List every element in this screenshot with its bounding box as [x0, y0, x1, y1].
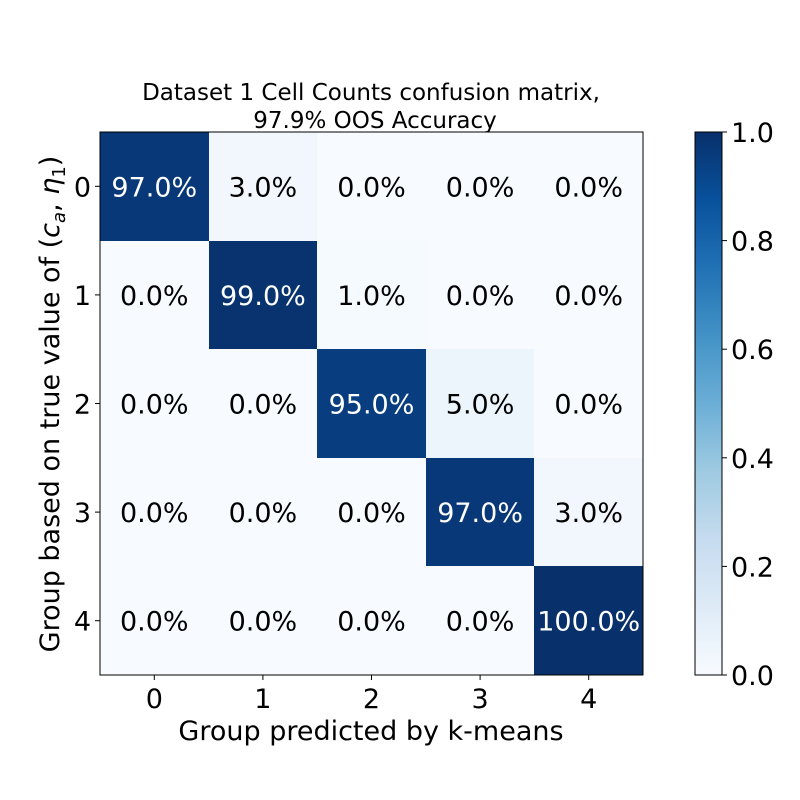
y-axis-label-eta: η [35, 178, 66, 195]
heatmap-cell-r2-c0 [100, 349, 209, 458]
x-axis-ticks: 0 1 2 3 4 [146, 675, 597, 715]
y-axis-label-c: c [35, 223, 66, 238]
colorbar-ticks: 0.0 0.2 0.4 0.6 0.8 1.0 [722, 118, 774, 692]
heatmap-cell-r3-c1 [209, 458, 317, 566]
heatmap-cell-r2-c3 [426, 349, 534, 458]
cell-label-r3-c2: 0.0% [337, 498, 406, 529]
cell-label-r3-c1: 0.0% [229, 498, 298, 529]
chart-title-line2: 97.9% OOS Accuracy [253, 108, 497, 134]
cell-label-r3-c0: 0.0% [120, 498, 189, 529]
heatmap-cell-r1-c2 [317, 241, 426, 349]
cell-label-r4-c1: 0.0% [229, 607, 298, 638]
colorbar-tick-label-1: 0.2 [731, 552, 774, 583]
y-tick-label-2: 2 [74, 390, 91, 421]
cell-label-r2-c1: 0.0% [229, 390, 298, 421]
y-axis-ticks: 0 1 2 3 4 [74, 172, 100, 638]
heatmap-cell-r2-c1 [209, 349, 317, 458]
x-tick-label-2: 2 [363, 684, 380, 715]
cell-label-r3-c3: 97.0% [437, 498, 523, 529]
colorbar-tick-label-2: 0.4 [731, 444, 774, 475]
y-tick-label-0: 0 [74, 172, 91, 203]
heatmap-cell-r2-c4 [534, 349, 643, 458]
y-axis-label-comma: , [35, 195, 66, 212]
cell-label-r2-c4: 0.0% [554, 390, 623, 421]
heatmap-cell-r0-c1 [209, 132, 317, 241]
heatmap-cell-r3-c3 [426, 458, 534, 566]
heatmap-cell-r0-c4 [534, 132, 643, 241]
heatmap-cell-r4-c4 [534, 566, 643, 675]
heatmap-cell-r3-c0 [100, 458, 209, 566]
heatmap-cell-r0-c0 [100, 132, 209, 241]
x-tick-label-4: 4 [580, 684, 597, 715]
cell-label-r4-c3: 0.0% [446, 607, 515, 638]
heatmap-cell-r3-c2 [317, 458, 426, 566]
cell-label-r0-c4: 0.0% [554, 172, 623, 203]
cell-label-r0-c2: 0.0% [337, 172, 406, 203]
cell-label-r0-c0: 97.0% [111, 172, 197, 203]
y-tick-label-3: 3 [74, 498, 91, 529]
heatmap-cells [100, 132, 643, 675]
heatmap-cell-r0-c2 [317, 132, 426, 241]
x-tick-label-1: 1 [254, 684, 271, 715]
x-axis-label: Group predicted by k-means [178, 716, 563, 747]
heatmap-cell-r4-c0 [100, 566, 209, 675]
heatmap-cell-r1-c1 [209, 241, 317, 349]
cell-label-r2-c2: 95.0% [329, 390, 415, 421]
heatmap-cell-r4-c2 [317, 566, 426, 675]
cell-label-r1-c0: 0.0% [120, 281, 189, 312]
heatmap-cell-r1-c3 [426, 241, 534, 349]
heatmap-cell-r1-c4 [534, 241, 643, 349]
colorbar-tick-label-4: 0.8 [731, 227, 774, 258]
cell-label-r4-c4: 100.0% [537, 607, 640, 638]
y-axis-label: Group based on true value of (ca, η1) [35, 156, 70, 653]
cell-label-r4-c0: 0.0% [120, 607, 189, 638]
heatmap-cell-labels: 97.0% 3.0% 0.0% 0.0% 0.0% 0.0% 99.0% 1.0% 0.0% 0.… [111, 172, 640, 637]
colorbar-tick-label-3: 0.6 [731, 335, 774, 366]
cell-label-r0-c1: 3.0% [229, 172, 298, 203]
colorbar-tick-label-5: 1.0 [731, 118, 774, 149]
heatmap-cell-r4-c1 [209, 566, 317, 675]
colorbar-tick-label-0: 0.0 [731, 661, 774, 692]
cell-label-r2-c0: 0.0% [120, 390, 189, 421]
y-axis-label-1-subscript: 1 [49, 166, 70, 177]
cell-label-r1-c3: 0.0% [446, 281, 515, 312]
y-axis-label-a-subscript: a [49, 212, 70, 223]
x-tick-label-3: 3 [472, 684, 489, 715]
y-tick-label-4: 4 [74, 607, 91, 638]
cell-label-r2-c3: 5.0% [446, 390, 515, 421]
colorbar [695, 132, 722, 675]
heatmap-cell-r0-c3 [426, 132, 534, 241]
x-tick-label-0: 0 [146, 684, 163, 715]
cell-label-r1-c1: 99.0% [220, 281, 306, 312]
cell-label-r1-c2: 1.0% [337, 281, 406, 312]
heatmap-cell-r3-c4 [534, 458, 643, 566]
y-axis-label-suffix: ) [35, 156, 66, 167]
heatmap-cell-r2-c2 [317, 349, 426, 458]
y-axis-label-prefix: Group based on true value of ( [35, 238, 66, 653]
chart-title-line1: Dataset 1 Cell Counts confusion matrix, [142, 80, 600, 106]
cell-label-r1-c4: 0.0% [554, 281, 623, 312]
heatmap-cell-r1-c0 [100, 241, 209, 349]
y-tick-label-1: 1 [74, 281, 91, 312]
cell-label-r0-c3: 0.0% [446, 172, 515, 203]
cell-label-r3-c4: 3.0% [554, 498, 623, 529]
colorbar-frame [694, 131, 723, 676]
heatmap-cell-r4-c3 [426, 566, 534, 675]
cell-label-r4-c2: 0.0% [337, 607, 406, 638]
